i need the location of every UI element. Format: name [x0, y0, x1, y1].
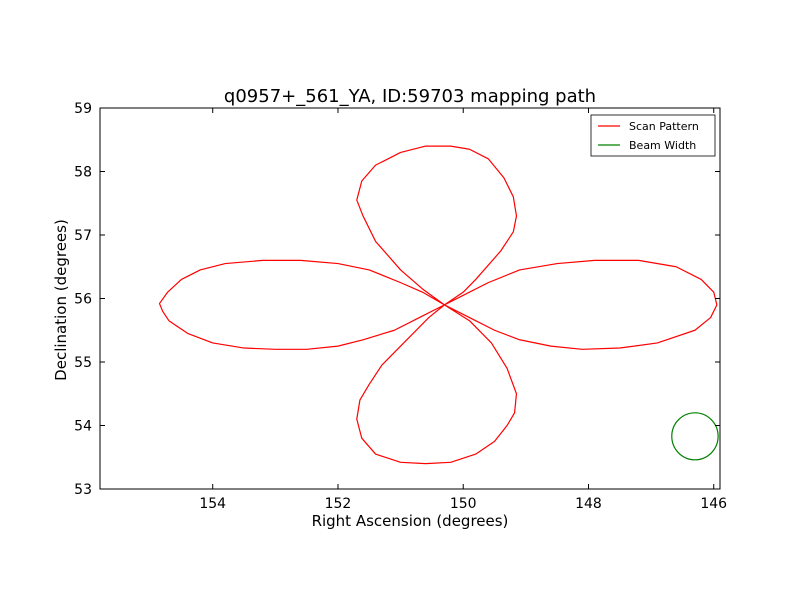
y-tick-label: 58: [74, 165, 92, 181]
x-tick-label: 148: [575, 496, 602, 512]
y-tick-label: 53: [74, 482, 92, 498]
legend: Scan Pattern Beam Width: [590, 114, 716, 157]
legend-label-beam-width: Beam Width: [629, 139, 696, 152]
x-tick-label: 152: [325, 496, 352, 512]
x-tick-label: 154: [199, 496, 226, 512]
plot-area: 154 152 150 148 146 53 54 55 56 57 58 59: [74, 101, 727, 512]
y-tick-label: 55: [74, 355, 92, 371]
y-tick-label: 57: [74, 228, 92, 244]
beam-width-circle: [671, 412, 719, 461]
chart-title: q0957+_561_YA, ID:59703 mapping path: [224, 86, 596, 107]
x-tick-label: 150: [450, 496, 477, 512]
y-tick-label: 59: [74, 101, 92, 117]
x-tick-label: 146: [700, 496, 727, 512]
plot-frame: [99, 107, 721, 490]
y-tick-label: 56: [74, 292, 92, 308]
x-axis-label: Right Ascension (degrees): [312, 512, 509, 530]
y-axis-label: Declination (degrees): [52, 219, 70, 381]
y-tick-label: 54: [74, 419, 92, 435]
legend-frame: [590, 114, 716, 157]
scan-pattern-line: [158, 145, 718, 465]
legend-label-scan-pattern: Scan Pattern: [629, 120, 699, 133]
